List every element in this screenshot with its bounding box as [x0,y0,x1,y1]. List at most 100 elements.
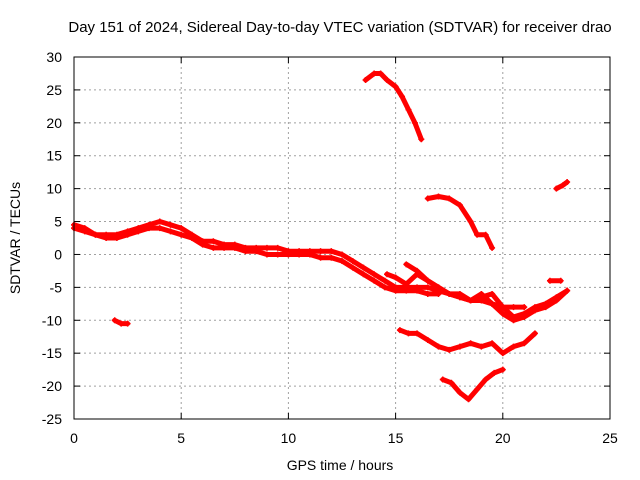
data-point [435,290,442,297]
x-tick-label: 15 [388,430,404,446]
data-point [339,258,345,265]
data-point [435,343,442,350]
data-point [521,310,528,317]
data-point [360,271,367,278]
data-point [188,235,195,241]
y-tick-label: 5 [54,214,62,230]
y-tick-label: -10 [42,312,62,328]
data-point [81,228,88,235]
data-point [491,369,498,376]
data-point [377,70,384,77]
data-point [113,235,120,241]
series-track-bottom [440,367,506,402]
data-point [403,261,410,268]
data-point [124,320,131,327]
y-tick-label: -15 [42,345,62,361]
data-point [424,284,431,291]
y-tick-label: 20 [46,115,62,131]
data-point [553,294,560,301]
data-point [510,343,517,350]
data-point [482,376,489,383]
y-tick-label: -5 [50,279,63,295]
data-point [384,271,391,278]
data-point [559,182,566,189]
data-point [360,264,367,271]
data-point [285,251,292,258]
data-point [467,297,474,304]
data-point [499,304,506,311]
series-track-high [363,71,424,142]
data-point [439,376,446,383]
data-point [456,343,463,350]
data-point [446,346,453,353]
data-point [392,83,399,90]
data-point [414,287,421,294]
data-point [510,313,517,320]
data-point [167,221,174,228]
x-tick-label: 20 [495,430,511,446]
data-point [371,271,378,278]
data-point [424,290,431,297]
data-point [92,231,99,238]
data-point [178,231,185,238]
data-point [317,254,324,261]
data-point [405,106,412,113]
data-point [489,340,496,347]
data-point [424,195,431,202]
y-tick-label: 15 [46,148,62,164]
data-point [396,327,403,334]
data-point [478,294,485,301]
data-point [306,251,313,258]
data-point [274,244,281,251]
data-point [328,254,335,261]
data-point [482,231,489,238]
data-point [467,340,474,347]
data-point [446,195,453,202]
data-point [499,310,506,317]
x-tick-label: 0 [70,430,78,446]
chart-title: Day 151 of 2024, Sidereal Day-to-day VTE… [68,19,611,36]
data-point [521,304,528,311]
data-point [317,248,324,255]
data-point [339,251,345,258]
data-point [381,277,388,284]
data-point [465,396,472,403]
data-point [371,277,378,284]
y-tick-label: 0 [54,246,62,262]
data-point [411,119,418,126]
data-point [103,235,110,241]
data-point [424,337,431,344]
data-point [542,300,549,307]
grid-lines [74,57,610,419]
data-point [296,251,303,258]
data-point [418,136,425,143]
data-point [489,300,496,307]
data-point [489,244,496,251]
data-point [435,193,442,200]
x-tick-label: 25 [602,430,618,446]
data-point [456,290,463,297]
y-tick-label: 30 [46,49,62,65]
data-point [349,258,356,265]
data-point [135,228,142,235]
y-tick-label: 25 [46,82,62,98]
data-point [446,290,453,297]
data-point [521,340,528,347]
y-axis-label: SDTVAR / TECUs [7,182,23,294]
data-point [231,244,238,251]
data-point [478,343,485,350]
data-point [221,244,228,251]
x-axis-label: GPS time / hours [287,457,394,473]
data-point [167,228,174,235]
data-point [242,248,249,255]
data-point [435,284,442,291]
data-point [474,231,481,238]
data-point [564,287,571,294]
data-point [553,185,560,192]
data-point [118,320,125,327]
data-point [371,70,378,77]
x-tick-label: 5 [177,430,185,446]
data-point [263,251,270,258]
data-point [274,251,281,258]
data-point [399,93,406,100]
